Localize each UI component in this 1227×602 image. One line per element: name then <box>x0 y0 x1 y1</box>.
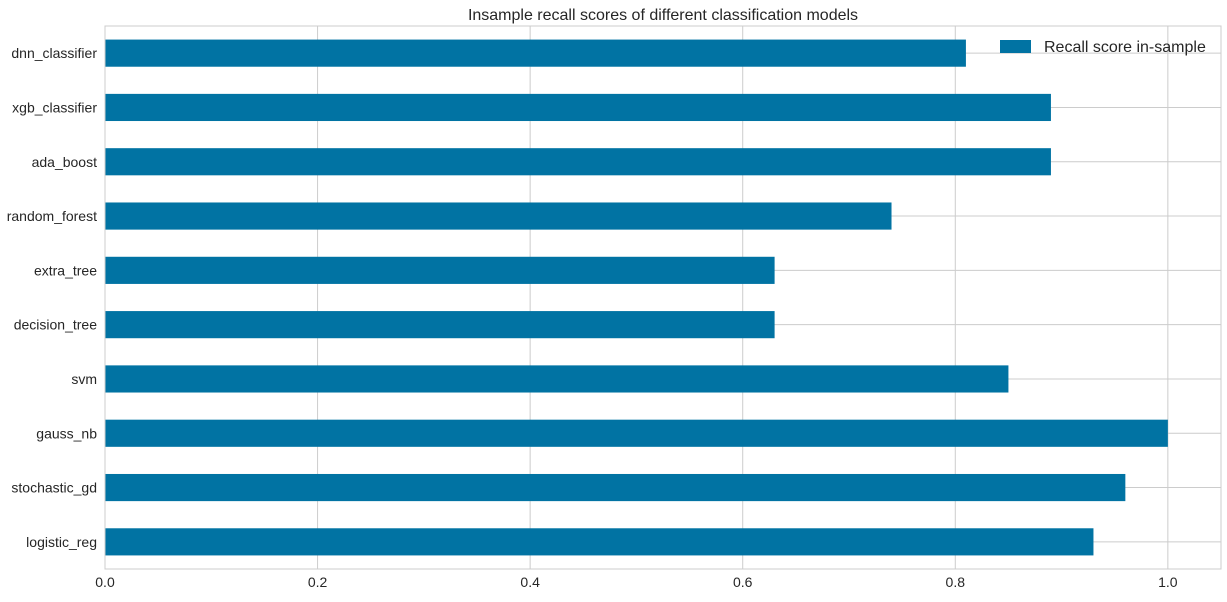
x-tick-label: 0.2 <box>308 574 328 590</box>
x-tick-labels: 0.0 0.2 0.4 0.6 0.8 1.0 <box>95 574 1178 590</box>
y-tick-label: svm <box>71 371 97 387</box>
y-tick-label: logistic_reg <box>26 534 97 550</box>
y-tick-label: stochastic_gd <box>11 480 97 496</box>
bar-stochastic_gd <box>105 473 1126 502</box>
x-tick-label: 0.4 <box>520 574 540 590</box>
y-tick-label: dnn_classifier <box>11 45 97 61</box>
y-tick-label: xgb_classifier <box>12 99 97 115</box>
bar-random_forest <box>105 202 892 230</box>
bar-ada_boost <box>105 148 1051 176</box>
bar-dnn_classifier <box>105 39 966 67</box>
y-tick-label: decision_tree <box>14 317 97 333</box>
y-tick-label: random_forest <box>7 208 97 224</box>
legend: Recall score in-sample <box>1000 39 1206 56</box>
bar-extra_tree <box>105 256 775 284</box>
y-tick-labels: logistic_reg stochastic_gd gauss_nb svm deci… <box>7 45 98 550</box>
bar-gauss_nb <box>105 419 1168 447</box>
x-tick-label: 0.8 <box>946 574 966 590</box>
bar-xgb_classifier <box>105 93 1051 122</box>
x-tick-label: 0.0 <box>95 574 115 590</box>
chart-title: Insample recall scores of different clas… <box>468 7 858 24</box>
y-tick-label: ada_boost <box>32 154 98 170</box>
y-tick-label: extra_tree <box>34 262 97 278</box>
bars <box>105 39 1168 556</box>
plot-frame <box>104 25 1222 570</box>
legend-label: Recall score in-sample <box>1044 39 1206 56</box>
bar-logistic_reg <box>105 528 1094 556</box>
legend-swatch <box>1000 40 1031 53</box>
x-tick-label: 1.0 <box>1158 574 1178 590</box>
x-tick-label: 0.6 <box>733 574 753 590</box>
bar-decision_tree <box>105 311 775 339</box>
y-tick-label: gauss_nb <box>36 425 97 441</box>
bar-svm <box>105 365 1009 393</box>
